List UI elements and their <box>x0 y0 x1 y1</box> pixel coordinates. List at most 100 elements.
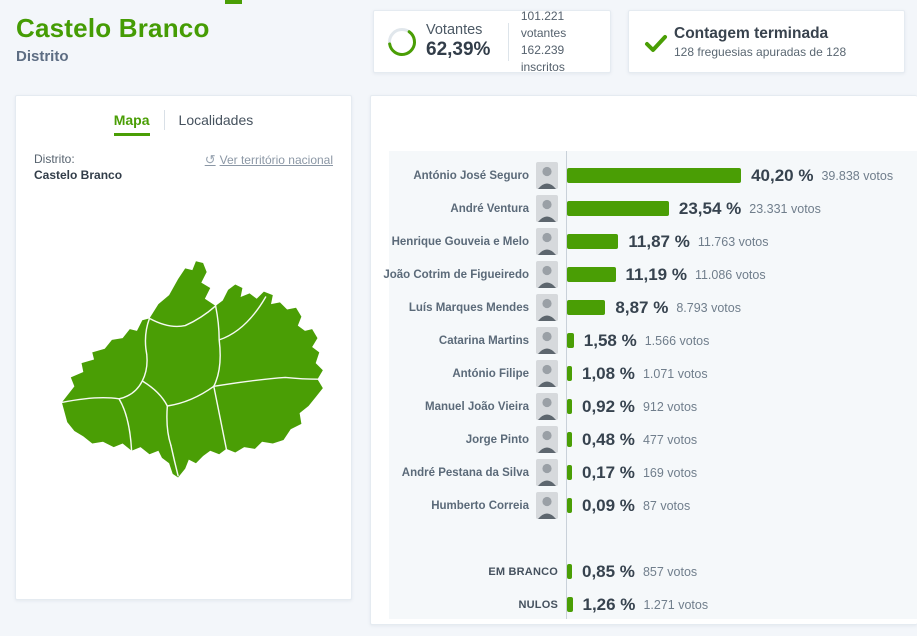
candidate-label-cell: André Ventura <box>389 195 566 222</box>
candidate-label-cell: André Pestana da Silva <box>389 459 566 486</box>
result-cell: 0,17 % 169 votos <box>566 463 697 483</box>
votes-value: 11.086 votos <box>694 267 766 282</box>
result-cell: 0,92 % 912 votos <box>566 397 697 417</box>
candidate-label-cell: Luís Marques Mendes <box>389 294 566 321</box>
result-bar <box>567 597 573 612</box>
votes-value: 8.793 votos <box>676 300 741 315</box>
result-cell: 11,19 % 11.086 votos <box>566 265 766 285</box>
results-chart: António José Seguro 40,20 % 39.838 votos An… <box>383 151 917 621</box>
result-bar <box>567 432 572 447</box>
candidate-name: NULOS <box>518 598 558 611</box>
municipality-borders <box>61 296 319 477</box>
candidate-row: NULOS 1,26 % 1.271 votos <box>389 588 917 621</box>
candidate-row: Jorge Pinto 0,48 % 477 votos <box>389 423 917 456</box>
candidate-name: Jorge Pinto <box>465 433 529 446</box>
result-bar <box>567 498 572 513</box>
candidate-label-cell: António José Seguro <box>389 162 566 189</box>
region-name: Castelo Branco <box>34 168 123 182</box>
result-bar <box>567 300 606 315</box>
candidate-label-cell: Henrique Gouveia e Melo <box>389 228 566 255</box>
turnout-label: Votantes <box>426 22 483 38</box>
national-link-label: Ver território nacional <box>219 153 333 167</box>
tab-localidades[interactable]: Localidades <box>178 112 254 128</box>
candidate-name: António Filipe <box>452 367 529 380</box>
candidate-photo <box>536 393 558 420</box>
votes-value: 857 votos <box>642 564 698 579</box>
region-type-label: Distrito: <box>34 152 75 166</box>
candidate-photo <box>536 426 558 453</box>
candidate-name: Catarina Martins <box>438 334 529 347</box>
chart-axis-line <box>566 151 567 619</box>
tab-divider <box>163 110 165 130</box>
percent-value: 8,87 % <box>615 297 669 317</box>
result-cell: 23,54 % 23.331 votos <box>566 199 821 219</box>
district-map[interactable] <box>44 248 330 480</box>
candidate-row: João Cotrim de Figueiredo 11,19 % 11.086 v… <box>383 258 917 291</box>
page-title: Castelo Branco <box>16 13 210 43</box>
result-bar <box>567 366 572 381</box>
votes-value: 11.763 votos <box>697 234 769 249</box>
votes-value: 477 votos <box>642 432 698 447</box>
candidate-photo <box>536 459 558 486</box>
region-row: Distrito: Castelo Branco ↺ Ver territóri… <box>16 136 351 182</box>
votes-value: 1.566 votos <box>644 333 710 348</box>
percent-value: 1,08 % <box>582 363 635 383</box>
undo-icon: ↺ <box>204 152 216 167</box>
turnout-percent: 62,39% <box>426 39 491 60</box>
count-status-card: Contagem terminada 128 freguesias apurad… <box>628 10 905 73</box>
candidate-label-cell: António Filipe <box>389 360 566 387</box>
result-cell: 40,20 % 39.838 votos <box>566 166 893 186</box>
turnout-voters: 101.221 votantes <box>520 8 567 40</box>
district-map-shape[interactable] <box>61 261 323 478</box>
result-bar <box>567 399 572 414</box>
result-cell: 1,08 % 1.071 votos <box>566 364 708 384</box>
candidate-photo <box>536 327 558 354</box>
result-cell: 11,87 % 11.763 votos <box>566 232 769 252</box>
candidate-photo <box>536 228 558 255</box>
status-text: Contagem terminada 128 freguesias apurad… <box>674 25 846 59</box>
turnout-registered: 162.239 inscritos <box>520 42 565 74</box>
region-info: Distrito: Castelo Branco <box>34 152 122 182</box>
active-nav-tab-indicator <box>225 0 242 4</box>
percent-value: 11,19 % <box>625 264 687 284</box>
tab-mapa[interactable]: Mapa <box>100 110 164 136</box>
percent-value: 11,87 % <box>628 231 690 251</box>
turnout-labels: Votantes 62,39% <box>426 22 504 61</box>
result-cell: 0,85 % 857 votos <box>566 562 697 582</box>
candidate-name: EM BRANCO <box>488 565 558 578</box>
percent-value: 40,20 % <box>751 165 814 185</box>
status-detail: 128 freguesias apuradas de 128 <box>674 44 847 59</box>
page-subtitle: Distrito <box>16 48 69 65</box>
turnout-progress-ring <box>388 27 416 56</box>
candidate-label-cell: João Cotrim de Figueiredo <box>383 261 566 288</box>
result-cell: 1,26 % 1.271 votos <box>566 595 708 615</box>
turnout-numbers: 101.221 votantes 162.239 inscritos <box>521 8 598 76</box>
national-territory-link[interactable]: ↺ Ver território nacional <box>205 152 333 168</box>
percent-value: 0,48 % <box>582 429 635 449</box>
result-bar <box>567 201 669 216</box>
candidate-photo <box>536 261 558 288</box>
candidate-name: Henrique Gouveia e Melo <box>391 235 529 248</box>
page-header: Castelo Branco Distrito <box>16 13 210 65</box>
result-cell: 0,09 % 87 votos <box>566 496 690 516</box>
candidate-name: António José Seguro <box>413 169 529 182</box>
votes-value: 1.271 votos <box>643 597 709 612</box>
map-panel-tabs: Mapa Localidades <box>16 96 351 136</box>
percent-value: 0,92 % <box>582 396 635 416</box>
result-bar <box>567 465 572 480</box>
candidate-photo <box>536 492 558 519</box>
votes-value: 912 votos <box>642 399 698 414</box>
result-bar <box>567 333 574 348</box>
candidate-photo <box>536 162 558 189</box>
turnout-divider <box>508 22 509 61</box>
result-bar <box>567 234 619 249</box>
result-bar <box>567 168 742 183</box>
status-title: Contagem terminada <box>674 24 829 42</box>
check-icon <box>645 34 667 52</box>
candidate-row: Luís Marques Mendes 8,87 % 8.793 votos <box>389 291 917 324</box>
candidate-name: André Ventura <box>450 202 529 215</box>
candidate-label-cell: Jorge Pinto <box>389 426 566 453</box>
result-bar <box>567 267 616 282</box>
percent-value: 1,58 % <box>583 330 637 350</box>
results-panel: António José Seguro 40,20 % 39.838 votos An… <box>370 95 917 625</box>
